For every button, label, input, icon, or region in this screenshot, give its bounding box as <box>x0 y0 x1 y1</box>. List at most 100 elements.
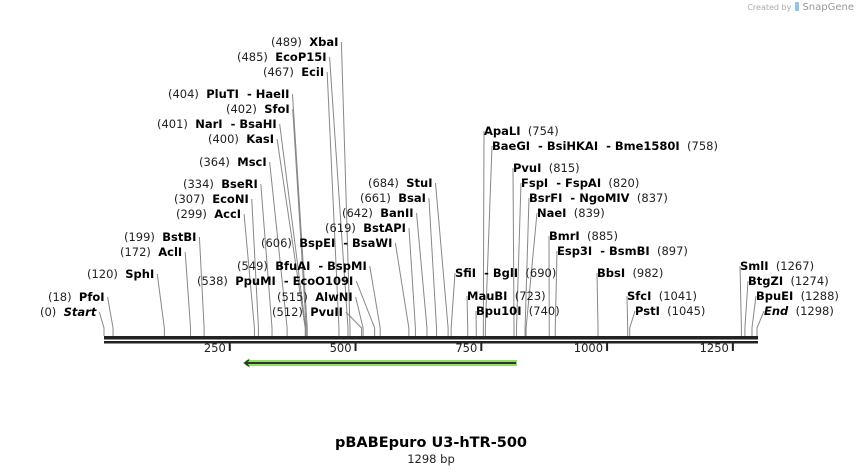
leader-line <box>554 250 558 336</box>
site-label-banii[interactable]: (642) BanII <box>342 206 414 220</box>
site-label-econi[interactable]: (307) EcoNI <box>174 192 249 206</box>
site-label-pvui[interactable]: PvuI (815) <box>513 161 580 175</box>
leader-line <box>269 161 288 336</box>
site-position: (515) <box>277 290 308 304</box>
site-label-end[interactable]: End (1298) <box>764 304 834 318</box>
site-label-ppumi-ecoo109i[interactable]: (538) PpuMI - EcoO109I <box>197 274 353 288</box>
site-label-bsai[interactable]: (661) BsaI <box>360 191 426 205</box>
site-label-bbsi[interactable]: BbsI (982) <box>597 266 663 280</box>
site-label-bseri[interactable]: (334) BseRI <box>183 177 258 191</box>
site-name: AccI <box>214 207 242 221</box>
leader-line <box>184 251 192 336</box>
site-name: SfoI <box>264 102 290 116</box>
site-name: ApaLI <box>484 124 521 138</box>
site-label-bmri[interactable]: BmrI (885) <box>549 229 618 243</box>
site-position: (1045) <box>667 304 706 318</box>
sequence-bar-bottom <box>104 341 758 344</box>
site-position: (642) <box>342 206 373 220</box>
site-name: KasI <box>246 132 275 146</box>
site-position: (404) <box>168 87 199 101</box>
site-name: SmlI <box>740 259 769 273</box>
site-label-fspi-fspai[interactable]: FspI - FspAI (820) <box>521 176 639 190</box>
site-name: Start <box>63 305 97 319</box>
site-name: BspEI - BsaWI <box>299 236 393 250</box>
site-name: PfoI <box>78 290 105 304</box>
site-label-alwni[interactable]: (515) AlwNI <box>277 290 353 304</box>
site-name: BstBI <box>162 230 197 244</box>
tick-mark <box>480 343 483 351</box>
site-name: NarI - BsaHI <box>195 117 277 131</box>
leader-line <box>107 296 114 336</box>
leader-line <box>482 130 485 336</box>
site-label-kasi[interactable]: (400) KasI <box>208 132 274 146</box>
site-name: XbaI <box>309 35 339 49</box>
site-position: (740) <box>528 304 560 318</box>
site-label-bstapi[interactable]: (619) BstAPI <box>325 221 406 235</box>
site-label-msci[interactable]: (364) MscI <box>199 155 267 169</box>
site-name: BsaI <box>398 191 426 205</box>
leader-line <box>435 182 449 336</box>
site-label-psti[interactable]: PstI (1045) <box>635 304 705 318</box>
site-position: (1267) <box>775 259 815 273</box>
site-label-sfoi[interactable]: (402) SfoI <box>226 102 290 116</box>
sequence-length: 1298 bp <box>407 452 455 466</box>
leader-line <box>260 183 273 336</box>
leader-line <box>484 145 493 336</box>
site-position: (839) <box>573 206 605 220</box>
site-label-start[interactable]: (0) Start <box>40 305 96 319</box>
site-label-stui[interactable]: (684) StuI <box>368 176 433 190</box>
site-position: (489) <box>271 35 302 49</box>
credit-brand: SnapGene <box>802 2 854 13</box>
site-label-sphi[interactable]: (120) SphI <box>87 267 154 281</box>
site-label-acli[interactable]: (172) AclI <box>120 245 182 259</box>
site-position: (199) <box>124 230 155 244</box>
leader-line <box>394 242 410 336</box>
credit-prefix: Created by <box>747 3 792 12</box>
site-label-bpu10i[interactable]: Bpu10I (740) <box>476 304 560 318</box>
site-position: (401) <box>157 117 188 131</box>
site-label-smli[interactable]: SmlI (1267) <box>740 259 814 273</box>
site-name: StuI <box>406 176 433 190</box>
site-name: BaeGI - BsiHKAI - Bme1580I <box>492 139 680 153</box>
site-position: (619) <box>325 221 356 235</box>
site-label-pfoi[interactable]: (18) PfoI <box>48 290 105 304</box>
site-position: (18) <box>48 290 72 304</box>
tick-mark <box>228 343 231 351</box>
site-position: (1298) <box>795 304 834 318</box>
site-label-bstbi[interactable]: (199) BstBI <box>124 230 196 244</box>
site-label-ecii[interactable]: (467) EciI <box>263 65 324 79</box>
site-label-xbai[interactable]: (489) XbaI <box>271 35 338 49</box>
site-label-naei[interactable]: NaeI (839) <box>537 206 605 220</box>
site-label-bspei-bsawi[interactable]: (606) BspEI - BsaWI <box>261 236 392 250</box>
feature-htr-arrow[interactable] <box>242 358 518 368</box>
site-label-sfci[interactable]: SfcI (1041) <box>627 289 697 303</box>
site-name: BbsI <box>597 266 626 280</box>
site-name: PpuMI - EcoO109I <box>235 274 354 288</box>
site-label-sfii-bgli[interactable]: SfiI - BglI (690) <box>455 266 556 280</box>
site-label-nari-bsahi[interactable]: (401) NarI - BsaHI <box>157 117 277 131</box>
site-name: BpuEI <box>756 289 794 303</box>
leader-line <box>524 197 530 336</box>
leader-line <box>751 295 757 336</box>
site-label-pluti-haeii[interactable]: (404) PluTI - HaeII <box>168 87 289 101</box>
leader-line <box>326 71 340 336</box>
site-label-bsrfi-ngomiv[interactable]: BsrFI - NgoMIV (837) <box>529 191 668 205</box>
site-name: NaeI <box>537 206 567 220</box>
site-label-maubi[interactable]: MauBI (723) <box>467 289 546 303</box>
site-position: (334) <box>183 177 214 191</box>
site-position: (1041) <box>658 289 697 303</box>
site-label-btgzi[interactable]: BtgZI (1274) <box>748 274 829 288</box>
site-position: (754) <box>527 124 559 138</box>
site-label-esp3i-bsmbi[interactable]: Esp3I - BsmBI (897) <box>557 244 688 258</box>
site-label-bpuei[interactable]: BpuEI (1288) <box>756 289 839 303</box>
site-label-bfuai-bspmi[interactable]: (549) BfuAI - BspMI <box>237 259 367 273</box>
site-label-pvuii[interactable]: (512) PvuII <box>272 305 343 319</box>
site-position: (364) <box>199 155 230 169</box>
site-label-baegi-bsihkai-bme1580i[interactable]: BaeGI - BsiHKAI - Bme1580I (758) <box>492 139 718 153</box>
site-position: (661) <box>360 191 391 205</box>
site-name: FspI - FspAI <box>521 176 602 190</box>
tick-mark <box>731 343 734 351</box>
site-label-apali[interactable]: ApaLI (754) <box>484 124 559 138</box>
site-label-acci[interactable]: (299) AccI <box>176 207 241 221</box>
site-label-ecop15i[interactable]: (485) EcoP15I <box>237 50 327 64</box>
